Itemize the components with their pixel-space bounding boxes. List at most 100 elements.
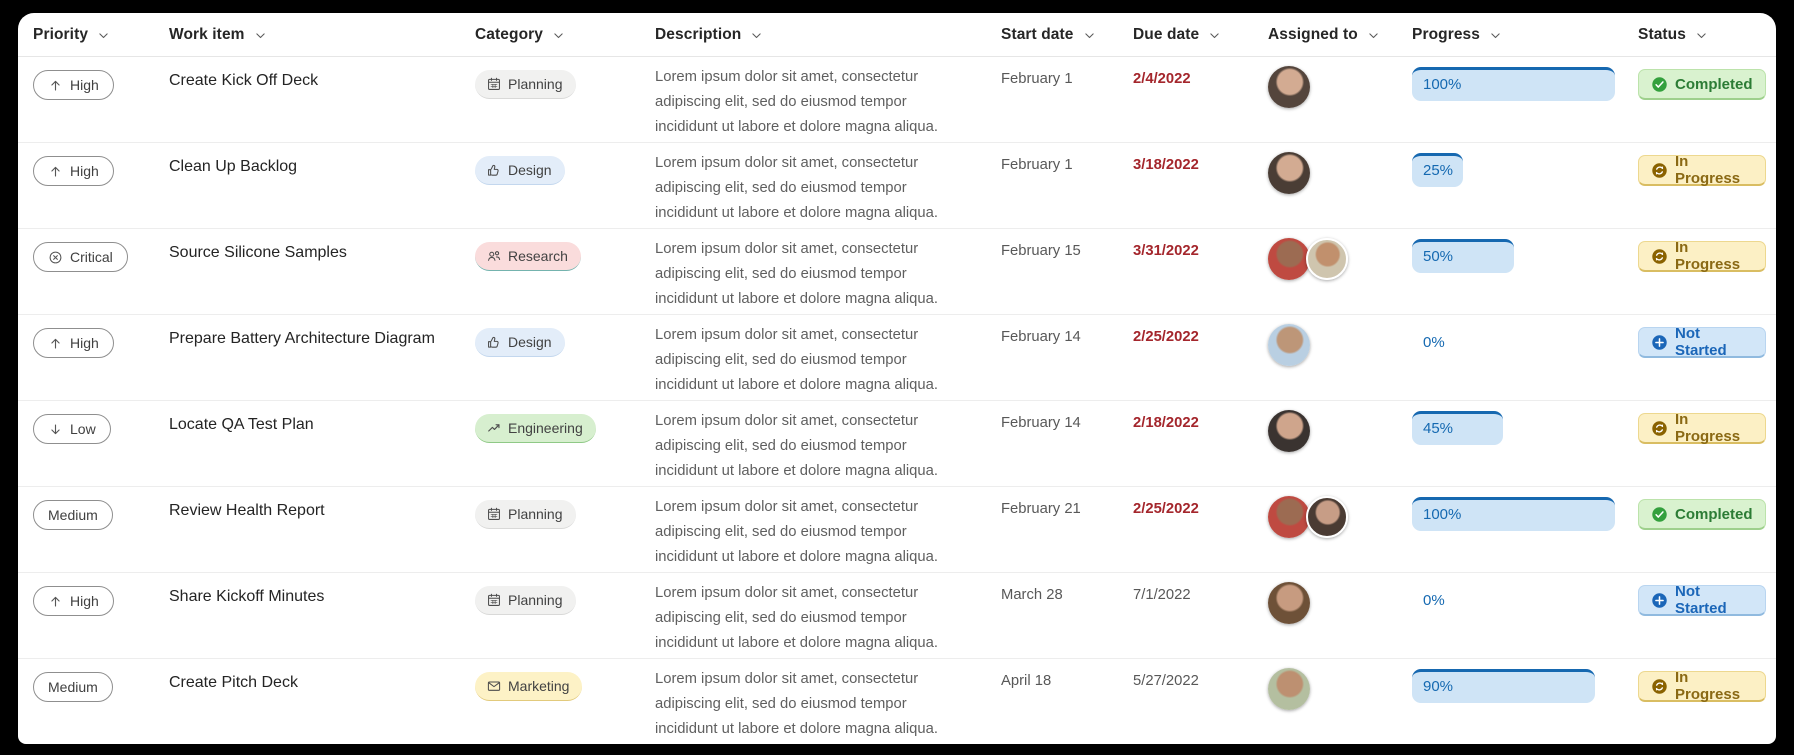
column-header-description[interactable]: Description — [655, 26, 1001, 44]
progress-bar[interactable]: 50% — [1412, 239, 1514, 273]
category-pill[interactable]: Design — [475, 156, 565, 185]
table-row[interactable]: Medium Create Pitch Deck Marketing Lorem… — [18, 659, 1776, 744]
status-label: Not Started — [1675, 325, 1727, 359]
status-badge[interactable]: Completed — [1638, 499, 1766, 530]
progress-bar[interactable]: 0% — [1412, 325, 1638, 359]
priority-label: High — [70, 335, 99, 351]
status-badge[interactable]: In Progress — [1638, 669, 1766, 703]
chevron-down-icon — [552, 29, 565, 42]
assigned-avatars[interactable] — [1268, 582, 1310, 624]
due-date: 7/1/2022 — [1133, 587, 1191, 603]
avatar[interactable] — [1268, 582, 1310, 624]
category-pill[interactable]: Marketing — [475, 672, 583, 701]
avatar[interactable] — [1268, 668, 1310, 710]
table-row[interactable]: High Clean Up Backlog Design Lorem ipsum… — [18, 143, 1776, 229]
priority-pill[interactable]: High — [33, 586, 114, 616]
priority-label: Critical — [70, 249, 113, 265]
priority-label: High — [70, 593, 99, 609]
category-pill[interactable]: Research — [475, 242, 581, 271]
table-row[interactable]: High Prepare Battery Architecture Diagra… — [18, 315, 1776, 401]
priority-pill[interactable]: High — [33, 156, 114, 186]
progress-bar[interactable]: 25% — [1412, 153, 1463, 187]
plus-circle-icon — [1651, 592, 1668, 609]
avatar[interactable] — [1268, 152, 1310, 194]
arrow-up-icon — [48, 336, 63, 351]
status-badge[interactable]: In Progress — [1638, 239, 1766, 273]
table-row[interactable]: High Create Kick Off Deck Planning Lorem… — [18, 57, 1776, 143]
assigned-avatars[interactable] — [1268, 66, 1310, 108]
status-label: Not Started — [1675, 583, 1727, 617]
assigned-avatars[interactable] — [1268, 152, 1310, 194]
work-item-title: Locate QA Test Plan — [169, 416, 314, 433]
progress-bar[interactable]: 90% — [1412, 669, 1595, 703]
description-text: Lorem ipsum dolor sit amet, consectetur … — [655, 413, 938, 479]
assigned-avatars[interactable] — [1268, 238, 1348, 280]
avatar[interactable] — [1306, 238, 1348, 280]
avatar[interactable] — [1268, 410, 1310, 452]
avatar[interactable] — [1268, 324, 1310, 366]
assigned-avatars[interactable] — [1268, 324, 1310, 366]
mail-icon — [486, 678, 502, 694]
sync-icon — [1651, 162, 1668, 179]
priority-pill[interactable]: Medium — [33, 500, 113, 530]
chevron-down-icon — [254, 29, 267, 42]
priority-pill[interactable]: High — [33, 328, 114, 358]
assigned-avatars[interactable] — [1268, 410, 1310, 452]
progress-label: 100% — [1423, 76, 1462, 93]
column-header-assigned-to[interactable]: Assigned to — [1268, 26, 1412, 44]
priority-pill[interactable]: High — [33, 70, 114, 100]
table-row[interactable]: Critical Source Silicone Samples Researc… — [18, 229, 1776, 315]
column-header-priority[interactable]: Priority — [33, 26, 169, 44]
work-item-title: Review Health Report — [169, 502, 325, 519]
avatar[interactable] — [1268, 66, 1310, 108]
avatar[interactable] — [1268, 496, 1310, 538]
due-date: 2/25/2022 — [1133, 329, 1199, 345]
calendar-icon — [486, 592, 502, 608]
priority-pill[interactable]: Medium — [33, 672, 113, 702]
status-badge[interactable]: In Progress — [1638, 411, 1766, 445]
priority-label: Medium — [48, 507, 98, 523]
column-header-start-date[interactable]: Start date — [1001, 26, 1133, 44]
avatar[interactable] — [1268, 238, 1310, 280]
status-badge[interactable]: Not Started — [1638, 325, 1766, 359]
trend-up-icon — [486, 420, 502, 436]
category-label: Engineering — [508, 420, 583, 436]
status-badge[interactable]: In Progress — [1638, 153, 1766, 187]
table-row[interactable]: Low Locate QA Test Plan Engineering Lore… — [18, 401, 1776, 487]
table-row[interactable]: Medium Review Health Report Planning Lor… — [18, 487, 1776, 573]
status-label: In Progress — [1675, 239, 1741, 273]
priority-pill[interactable]: Low — [33, 414, 111, 444]
due-date: 2/18/2022 — [1133, 415, 1199, 431]
status-badge[interactable]: Not Started — [1638, 583, 1766, 617]
category-pill[interactable]: Planning — [475, 586, 576, 615]
column-header-label: Due date — [1133, 25, 1200, 43]
calendar-icon — [486, 506, 502, 522]
people-icon — [486, 248, 502, 264]
category-pill[interactable]: Planning — [475, 70, 576, 99]
column-header-progress[interactable]: Progress — [1412, 26, 1638, 44]
avatar[interactable] — [1306, 496, 1348, 538]
due-date: 3/31/2022 — [1133, 243, 1199, 259]
assigned-avatars[interactable] — [1268, 496, 1348, 538]
column-header-category[interactable]: Category — [475, 26, 655, 44]
category-pill[interactable]: Planning — [475, 500, 576, 529]
progress-bar[interactable]: 45% — [1412, 411, 1503, 445]
progress-bar[interactable]: 100% — [1412, 497, 1615, 531]
assigned-avatars[interactable] — [1268, 668, 1310, 710]
sync-icon — [1651, 420, 1668, 437]
category-pill[interactable]: Engineering — [475, 414, 596, 443]
progress-label: 90% — [1423, 678, 1454, 695]
column-header-due-date[interactable]: Due date — [1133, 26, 1268, 44]
progress-bar[interactable]: 100% — [1412, 67, 1615, 101]
status-badge[interactable]: Completed — [1638, 69, 1766, 100]
priority-pill[interactable]: Critical — [33, 242, 128, 272]
chevron-down-icon — [750, 29, 763, 42]
progress-label: 0% — [1423, 592, 1445, 609]
column-header-work-item[interactable]: Work item — [169, 26, 475, 44]
description-text: Lorem ipsum dolor sit amet, consectetur … — [655, 155, 938, 221]
category-pill[interactable]: Design — [475, 328, 565, 357]
description-text: Lorem ipsum dolor sit amet, consectetur … — [655, 69, 938, 135]
column-header-status[interactable]: Status — [1638, 26, 1766, 44]
table-row[interactable]: High Share Kickoff Minutes Planning Lore… — [18, 573, 1776, 659]
progress-bar[interactable]: 0% — [1412, 583, 1638, 617]
